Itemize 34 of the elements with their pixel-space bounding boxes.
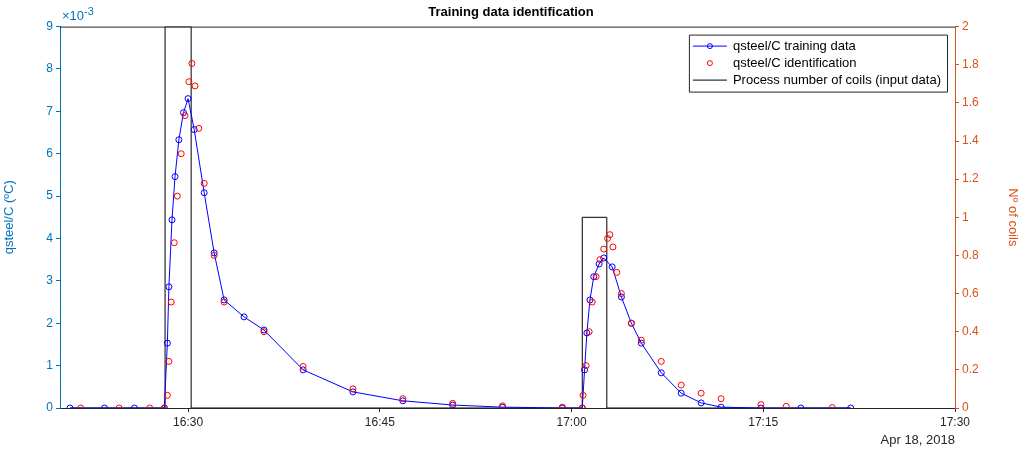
legend-label: Process number of coils (input data) [732, 71, 942, 87]
y-tick-label: 9 [46, 18, 54, 33]
y-tick-label: 4 [46, 230, 54, 245]
x-tick-label: 17:00 [556, 414, 587, 429]
x-tick-label: 16:45 [364, 414, 396, 429]
x-tick-label: 17:30 [939, 414, 971, 429]
chart-title: Training data identification [428, 4, 594, 20]
legend-label: qsteel/C training data [732, 37, 857, 53]
x-tick-label: 17:15 [748, 414, 779, 429]
y2-tick-label: 1 [962, 209, 969, 224]
y2-tick-label: 1.8 [962, 57, 980, 72]
y2-axis-title: Nº of coils [1005, 188, 1021, 247]
y2-tick-label: 0.8 [962, 247, 980, 262]
y-tick-label: 3 [46, 273, 54, 288]
text: Apr 18, 2018 [880, 432, 955, 447]
y2-tick-label: 0 [962, 400, 969, 415]
y2-tick-label: 0.6 [962, 285, 980, 300]
y-tick-label: 6 [46, 146, 54, 161]
y2-tick-label: 0.2 [962, 362, 980, 377]
y-tick-label: 7 [46, 103, 54, 118]
y2-tick-label: 1.6 [962, 95, 980, 110]
legend-label: qsteel/C identification [732, 54, 857, 70]
y-tick-label: 1 [46, 357, 54, 372]
y-tick-label: 8 [46, 61, 54, 76]
text: ×10$^{-3}$ [62, 4, 94, 23]
y-tick-label: 2 [46, 315, 54, 330]
y2-tick-label: 2 [962, 18, 969, 33]
y2-tick-label: 0.4 [962, 324, 980, 339]
y-tick-label: 0 [46, 400, 54, 415]
y2-tick-label: 1.4 [962, 133, 980, 148]
y-axis-title: qsteel/C (ºC) [1, 180, 17, 255]
x-tick-label: 16:30 [173, 414, 204, 429]
y2-tick-label: 1.2 [962, 171, 980, 186]
y-tick-label: 5 [46, 188, 54, 203]
